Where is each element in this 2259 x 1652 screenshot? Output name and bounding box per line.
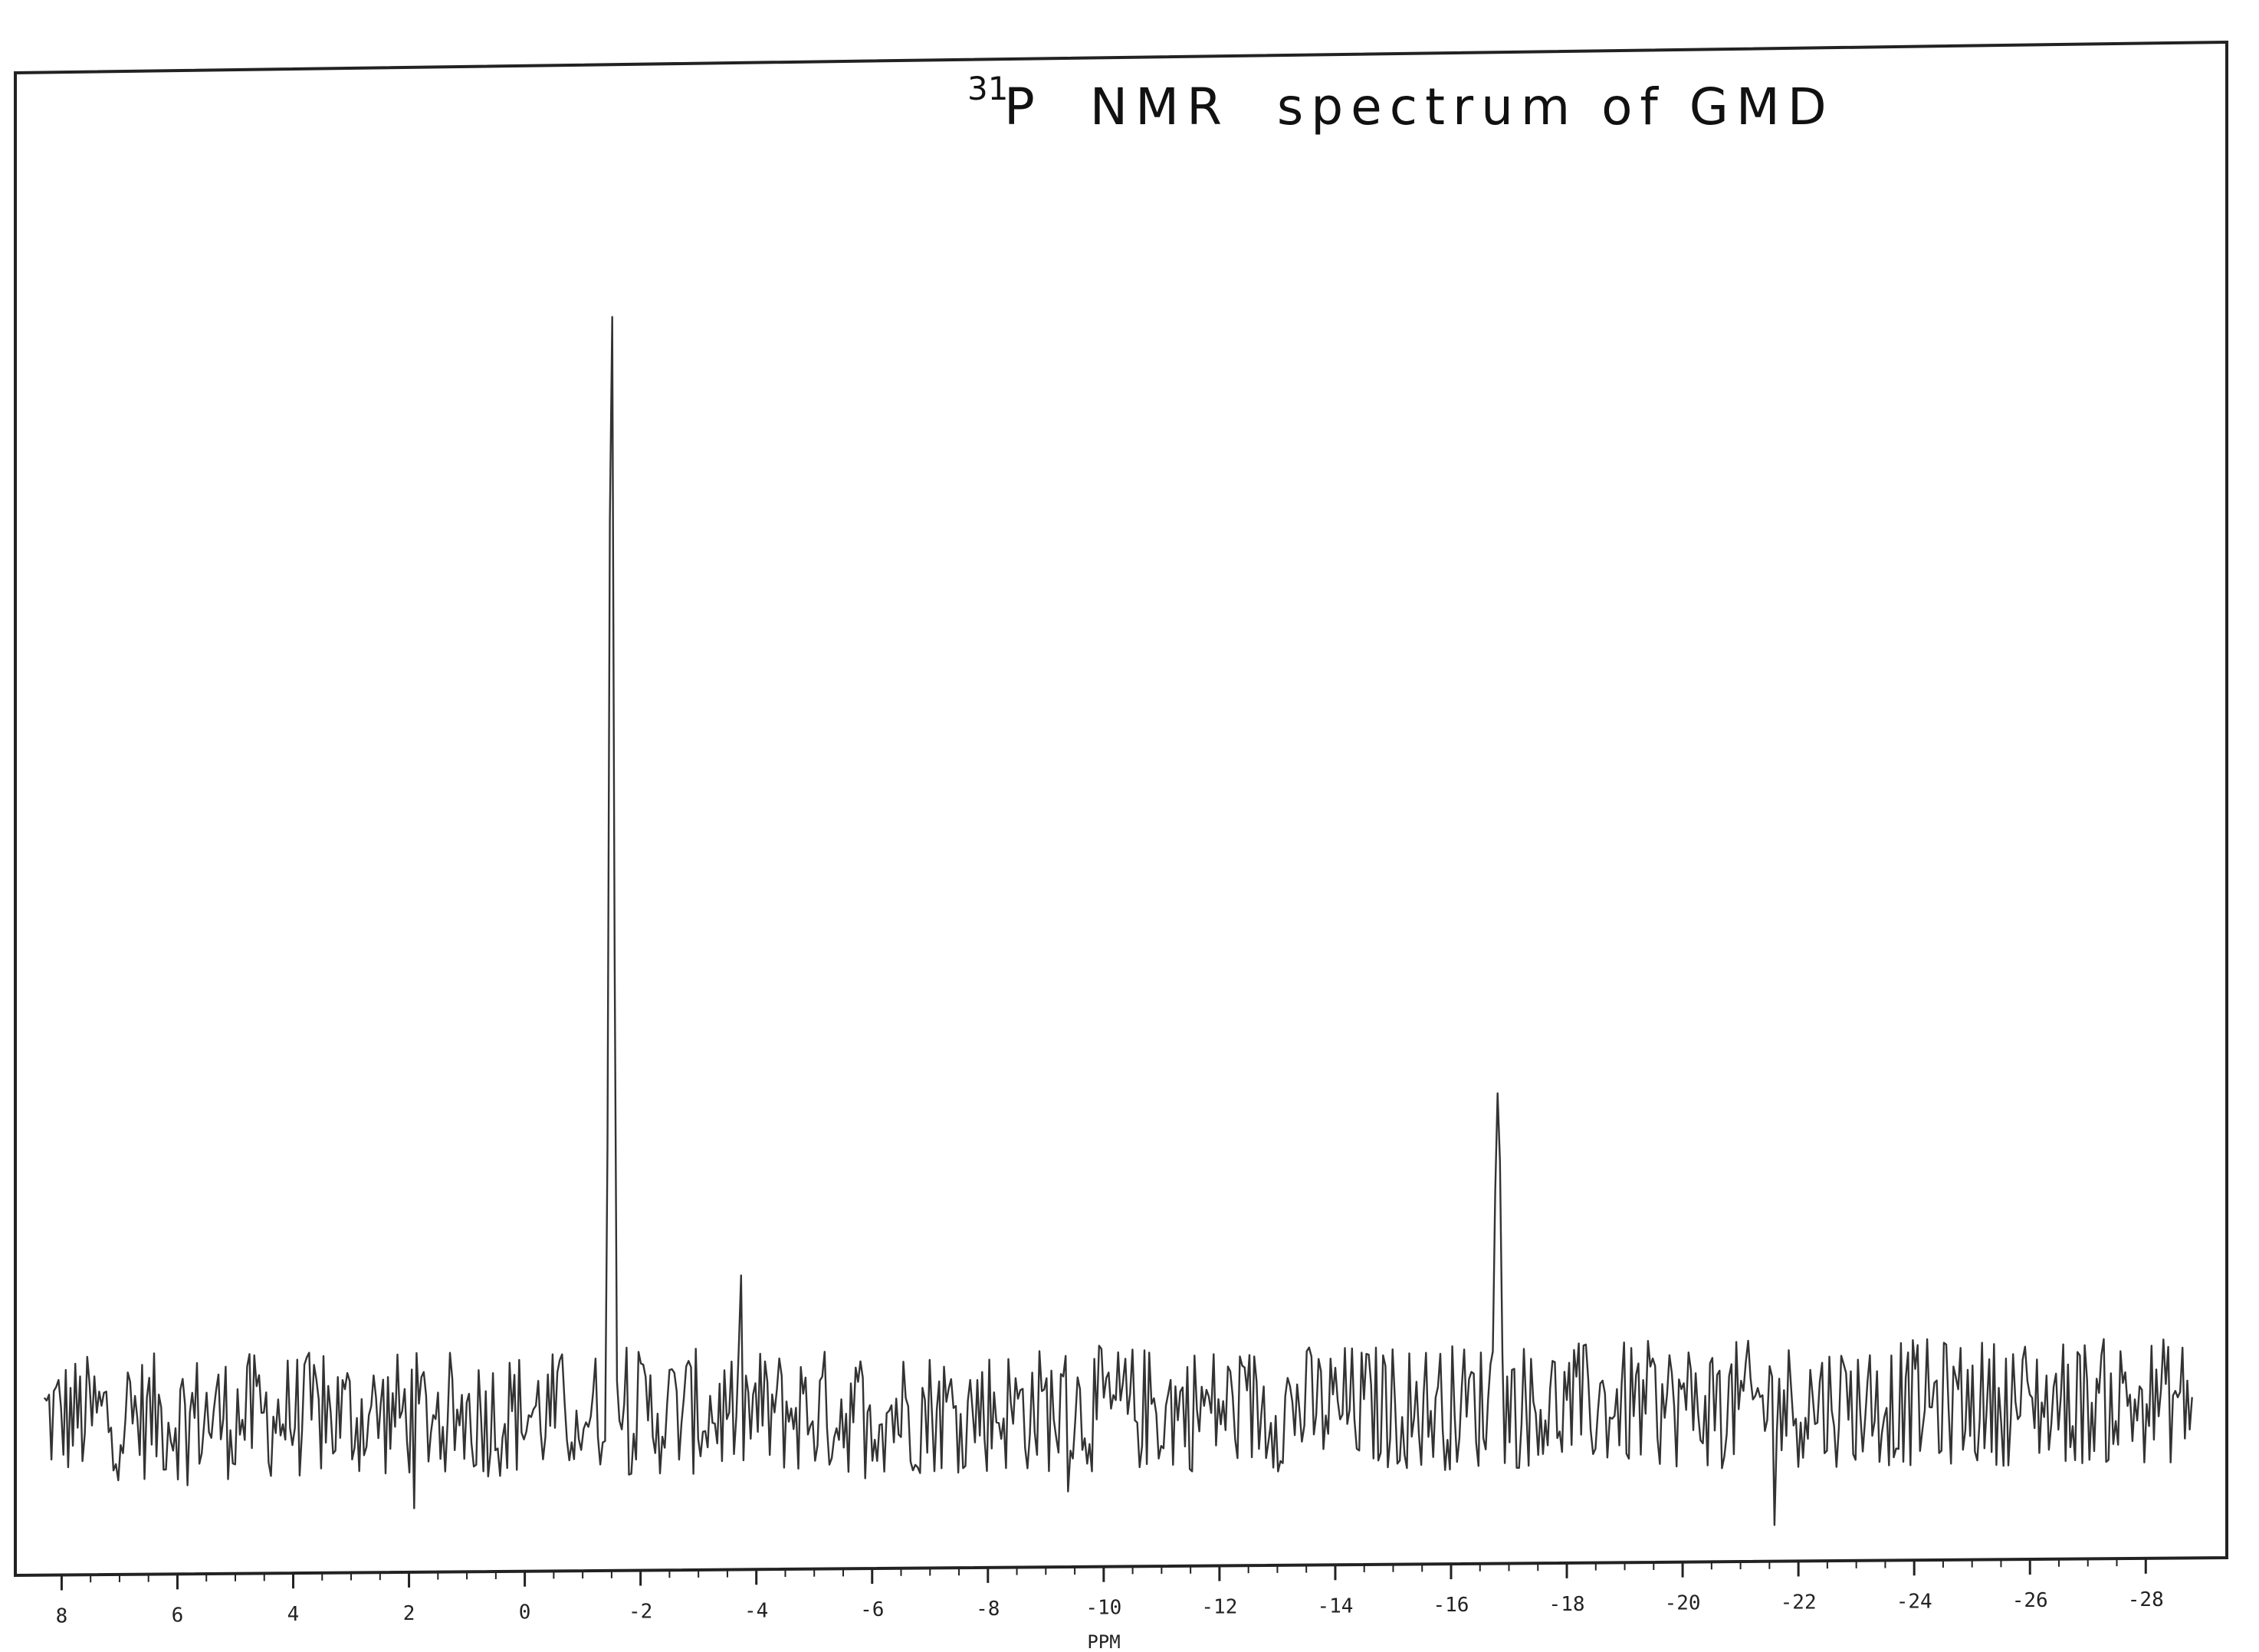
x-tick-label: 6 <box>172 1604 184 1627</box>
x-tick-label: -6 <box>860 1598 884 1621</box>
x-tick-label: -4 <box>744 1599 768 1622</box>
x-tick-label: -18 <box>1549 1593 1585 1616</box>
x-tick-label: 8 <box>56 1605 68 1628</box>
x-tick-label: 4 <box>287 1603 300 1626</box>
x-tick-label: -10 <box>1085 1597 1121 1620</box>
x-tick-label: -26 <box>2012 1589 2048 1612</box>
x-tick-label: 0 <box>519 1601 531 1624</box>
x-axis-label: PPM <box>1087 1631 1120 1652</box>
x-tick-label: -28 <box>2128 1588 2164 1611</box>
spectrum-line <box>43 316 2193 1526</box>
x-tick-label: -20 <box>1665 1592 1701 1615</box>
x-tick-label: -24 <box>1896 1590 1932 1613</box>
x-tick-label: -14 <box>1317 1595 1353 1618</box>
x-tick-label: -12 <box>1201 1595 1237 1618</box>
x-tick-label: -8 <box>976 1598 1000 1621</box>
x-tick-label: -16 <box>1433 1594 1469 1617</box>
x-tick-label: -2 <box>629 1600 652 1623</box>
chart-title-superscript: 31 <box>967 70 1008 107</box>
plot-frame <box>14 40 2228 1578</box>
x-tick-label: -22 <box>1781 1591 1817 1614</box>
chart-title: P NMR spectrum of GMD <box>1004 77 1834 136</box>
x-tick-label: 2 <box>403 1602 415 1625</box>
x-axis-ticks: 8 6 4 2 0 -2 -4 -6 -8 -10 -12 -14 -16 -18 -20 -22 -24 -26… <box>56 1558 2164 1628</box>
